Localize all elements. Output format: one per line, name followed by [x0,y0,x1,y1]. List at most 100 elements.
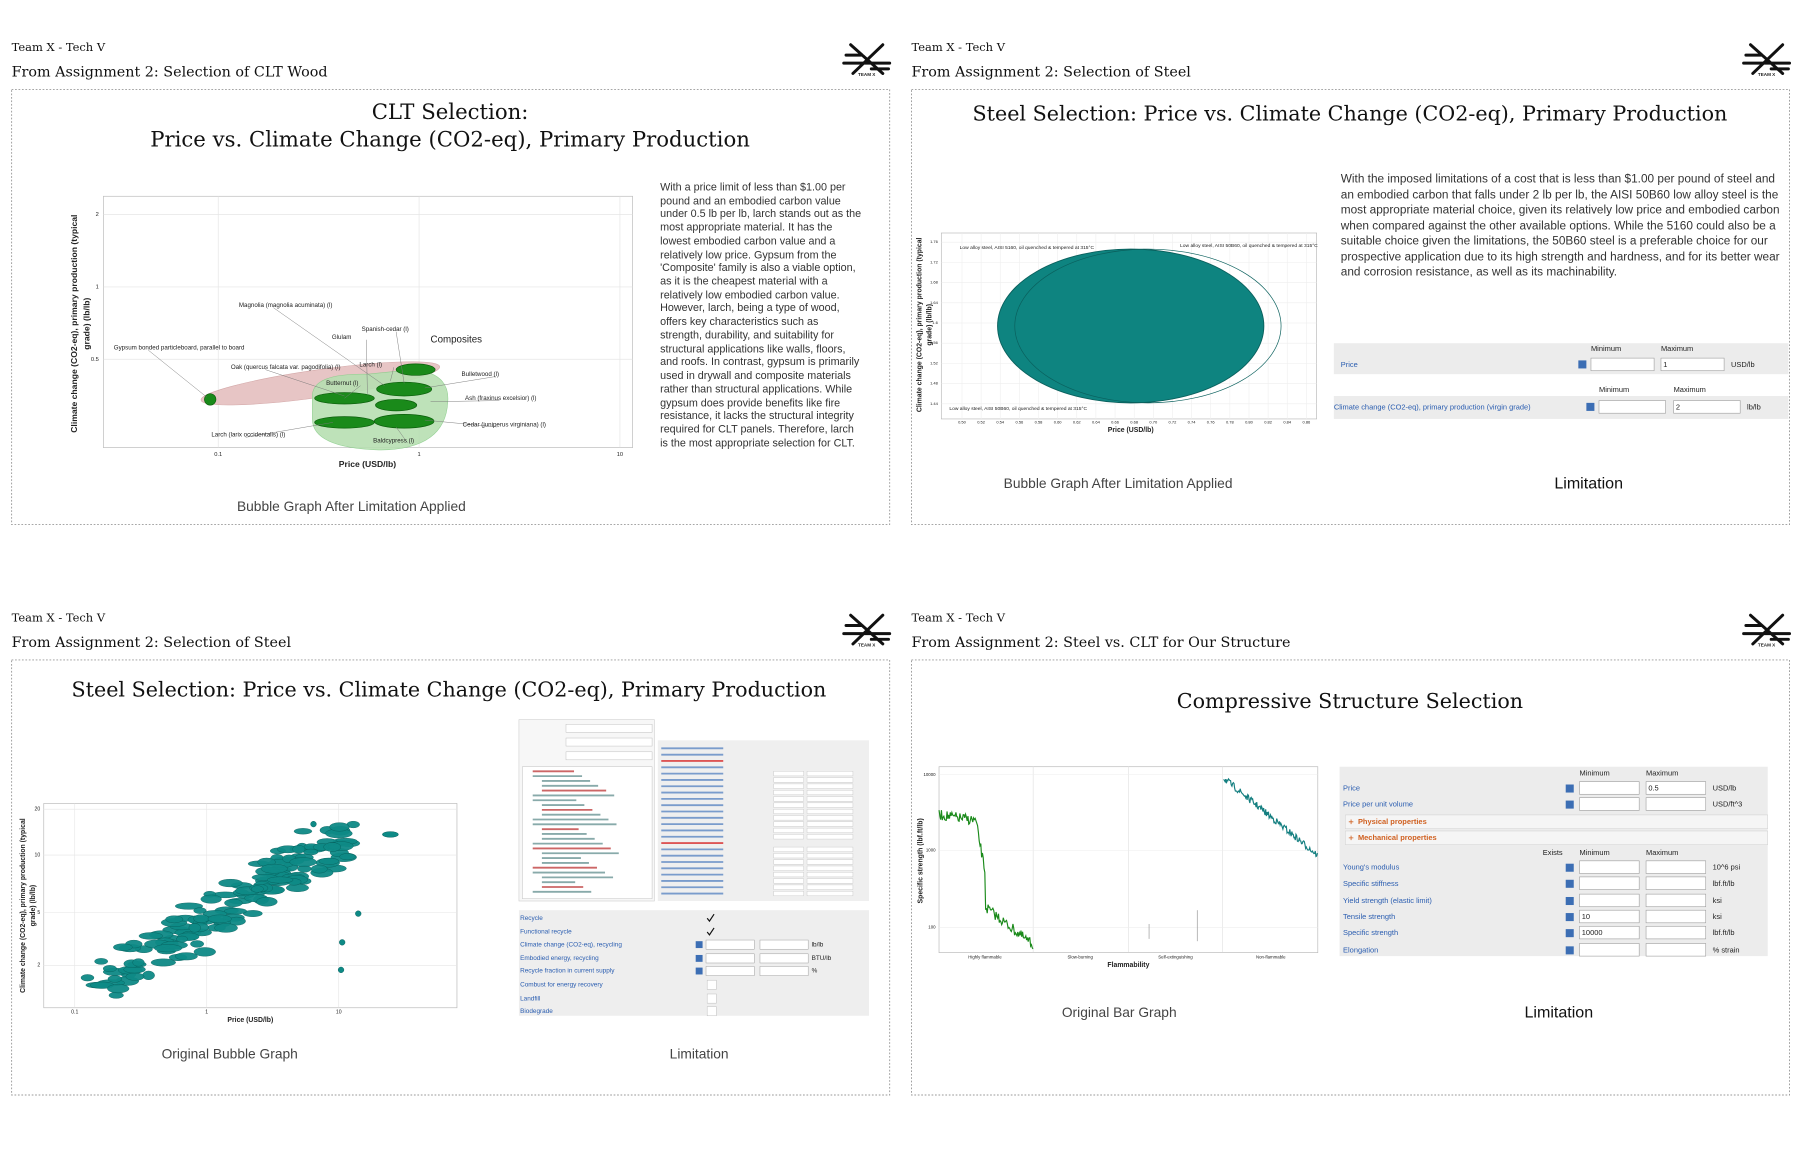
x-tick-label: 0.86 [1302,419,1311,424]
input-value: 1 [1663,360,1667,369]
checkbox [706,979,717,990]
x-tick-label: 10 [336,1010,342,1016]
property-name: Specific stiffness [1343,879,1399,888]
input-box [806,884,854,890]
bubble-label: Butternut (l) [326,380,358,387]
input-box [773,777,804,783]
expand-icon [1348,835,1354,841]
paragraph-box: With a price limit of less than $1.00 pe… [660,180,861,448]
input-box [705,953,755,964]
unit-label: ksi [1713,912,1722,921]
logo-mark [1742,613,1792,646]
x-tick-label: 0.70 [1149,419,1158,424]
x-tick-label: 0.56 [1015,419,1024,424]
filter-icon [1565,929,1574,938]
input-box [773,859,804,865]
x-tick-label: 0.58 [1035,419,1044,424]
filter-icon [695,967,703,975]
x-tick-label: 0.50 [958,419,967,424]
x-axis-label: Flammability [1107,962,1149,969]
input-box [806,777,854,783]
input-box [759,953,809,964]
filter-icon [695,954,703,962]
bubble-label: Baldcypress (l) [373,437,414,444]
input-box [806,809,854,814]
x-tick-label: 0.72 [1169,419,1178,424]
bubble-label: Low alloy steel, AISI 50B60, oil quenche… [1180,243,1318,249]
column-header: Maximum [1646,769,1678,778]
input-box [773,796,804,802]
x-axis-label: Price (USD/lb) [339,459,396,469]
y-axis-label: grade) (lb/lb) [927,304,934,346]
unit-label: lbf.ft/lb [1713,879,1735,888]
y-tick-label: 1.76 [930,239,939,244]
unit-label: lbf.ft/lb [1713,928,1735,937]
bubble [94,958,109,965]
input-box [1579,909,1640,924]
bubble [107,975,122,983]
x-tick-label: 0.78 [1226,419,1235,424]
input-box [1645,925,1707,940]
y-axis-label: Climate change (CO2-eq), primary product… [916,237,923,412]
y-tick-label: 10000 [923,772,936,777]
column-header: Minimum [1579,848,1609,857]
x-axis-label: Price (USD/lb) [227,1017,273,1024]
bubble-label: Low alloy steel, AISI 50B60, oil quenche… [949,406,1087,412]
unit-label: lb/lb [1747,402,1761,411]
bubble [207,914,232,924]
y-tick-label: 100 [928,925,936,930]
team-label: Team X - Tech V [12,40,106,54]
input-box [1579,925,1640,940]
input-box [1645,943,1707,957]
x-tick-label: Non-flammable [1256,954,1286,959]
section-bar [1345,830,1768,845]
input-box [1645,781,1707,795]
x-tick-label: 0.84 [1283,419,1292,424]
input-box [773,853,804,859]
x-tick-label: 0.60 [1054,419,1063,424]
leader-line [344,385,361,399]
bubble [395,363,436,376]
paragraph: With the imposed limitations of a cost t… [1340,173,1780,279]
input-box [806,865,854,871]
leader-line [273,307,385,386]
slide-heading: From Assignment 2: Selection of Steel [911,64,1191,80]
filter-icon [1565,946,1574,955]
y-tick-label: 1.72 [930,259,939,264]
input-box [773,891,804,897]
bubble [80,974,95,982]
property-name: Climate change (CO2-eq), recycling [520,941,622,948]
bubble-label: Larch (larix occidentalis) (l) [211,432,285,439]
slide-title: CLT Selection: [372,100,529,125]
input-box [1645,860,1707,874]
settings-field [565,724,653,733]
input-box [773,846,804,852]
slide-title: Compressive Structure Selection [1177,689,1523,713]
y-axis-label: grade) (lb/lb) [30,885,37,927]
checkmark [706,913,715,923]
property-name: Combust for energy recovery [520,982,603,989]
x-tick-label: 1 [417,452,420,458]
logo [842,613,892,646]
section-title: Mechanical properties [1358,833,1437,842]
bubble [190,940,205,948]
bubble [113,943,133,951]
unit-label: % strain [1713,945,1740,954]
x-tick-label: 0.54 [996,419,1005,424]
y-axis-label: grade) (lb/lb) [82,298,92,350]
x-axis-label: Price (USD/lb) [1108,427,1154,434]
input-box [806,790,854,796]
input-box [806,872,854,878]
bubble [204,393,217,406]
logo-text: TEAM X [858,72,876,77]
bubble [218,878,243,888]
logo-text: TEAM X [858,642,876,647]
bubble [251,885,264,893]
team-label: Team X - Tech V [12,611,106,625]
input-box [806,771,854,777]
bubble [303,848,319,856]
input-box [1645,909,1707,924]
bar-trace [938,810,1034,950]
bubble [293,828,313,835]
